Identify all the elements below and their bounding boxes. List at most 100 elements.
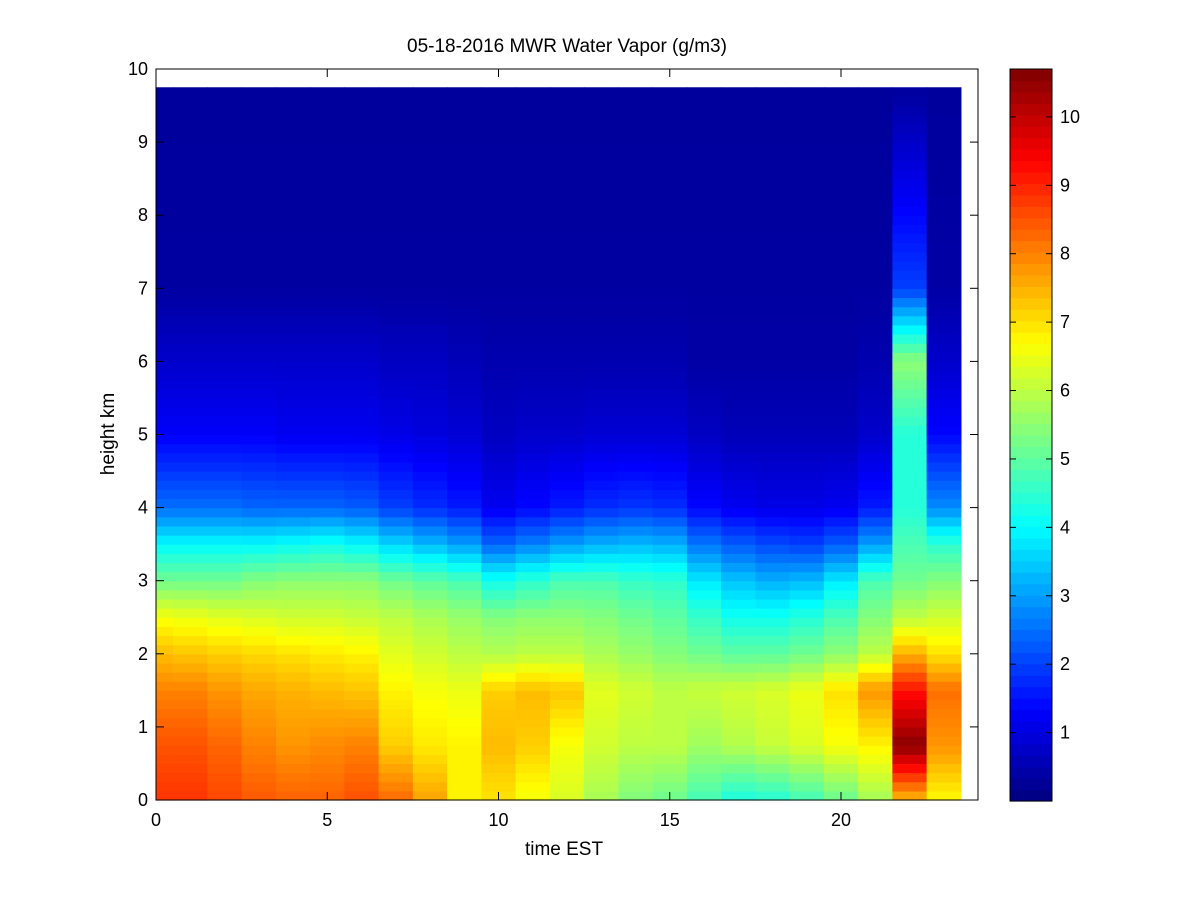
heatmap-cell (275, 407, 311, 417)
heatmap-cell (378, 754, 414, 765)
heatmap-cell (823, 672, 859, 682)
heatmap-cell (378, 662, 414, 673)
heatmap-cell (549, 589, 585, 600)
heatmap-cell (207, 507, 243, 518)
heatmap-cell (156, 187, 174, 198)
heatmap-cell (241, 516, 277, 527)
heatmap-cell (310, 617, 345, 627)
heatmap-cell (241, 635, 277, 646)
heatmap-cell (926, 717, 962, 728)
heatmap-cell (275, 571, 311, 582)
heatmap-cell (721, 562, 756, 573)
y-tick-label: 1 (138, 717, 148, 737)
heatmap-cell (721, 379, 756, 390)
heatmap-cell (618, 370, 654, 381)
heatmap-cell (447, 224, 482, 235)
heatmap-cell (173, 672, 208, 682)
heatmap-cell (584, 178, 619, 189)
heatmap-cell (789, 416, 825, 426)
heatmap-cell (618, 169, 654, 180)
heatmap-cell (481, 525, 517, 536)
heatmap-cell (652, 196, 688, 207)
heatmap-cell (378, 471, 414, 481)
heatmap-cell (858, 251, 893, 262)
heatmap-cell (721, 242, 756, 253)
heatmap-cell (173, 708, 208, 719)
heatmap-cell (858, 397, 893, 408)
colorbar-step (1010, 80, 1052, 93)
heatmap-cell (755, 343, 791, 353)
heatmap-cell (789, 288, 825, 299)
heatmap-cell (412, 553, 448, 564)
heatmap-cell (241, 754, 277, 765)
colorbar-step (1010, 732, 1052, 745)
heatmap-cell (892, 571, 928, 582)
heatmap-cell (721, 224, 756, 235)
heatmap-cell (584, 270, 619, 280)
heatmap-cell (275, 525, 311, 536)
heatmap-cell (241, 589, 277, 600)
heatmap-cell (207, 690, 243, 701)
heatmap-cell (721, 480, 756, 490)
heatmap-cell (515, 352, 551, 362)
heatmap-cell (207, 425, 243, 436)
heatmap-cell (652, 270, 688, 280)
heatmap-cell (344, 187, 380, 198)
heatmap-cell (447, 544, 482, 554)
heatmap-cell (241, 270, 277, 280)
heatmap-cell (481, 324, 517, 335)
heatmap-cell (344, 699, 380, 710)
heatmap-cell (207, 251, 243, 262)
heatmap-cell (721, 644, 756, 655)
heatmap-cell (549, 653, 585, 664)
heatmap-cell (823, 553, 859, 564)
heatmap-cell (173, 754, 208, 765)
heatmap-cell (481, 699, 517, 710)
heatmap-cell (378, 498, 414, 509)
heatmap-cell (481, 443, 517, 454)
heatmap-cell (652, 105, 688, 116)
heatmap-cell (618, 288, 654, 299)
heatmap-cell (789, 681, 825, 691)
heatmap-cell (173, 306, 208, 317)
heatmap-cell (481, 196, 517, 207)
heatmap-cell (789, 672, 825, 682)
heatmap-cell (481, 270, 517, 280)
heatmap-cell (789, 535, 825, 545)
heatmap-cell (515, 717, 551, 728)
heatmap-cell (926, 123, 962, 134)
heatmap-cell (789, 754, 825, 765)
heatmap-cell (207, 233, 243, 244)
heatmap-cell (721, 544, 756, 554)
heatmap-cell (207, 571, 243, 582)
heatmap-cell (481, 87, 517, 98)
heatmap-cell (549, 699, 585, 710)
heatmap-cell (310, 461, 345, 472)
heatmap-cell (310, 251, 345, 262)
heatmap-cell (584, 443, 619, 454)
heatmap-cell (652, 708, 688, 719)
heatmap-cell (515, 480, 551, 490)
heatmap-cell (926, 662, 962, 673)
heatmap-cell (207, 699, 243, 710)
heatmap-cell (721, 187, 756, 198)
heatmap-cell (549, 571, 585, 582)
heatmap-cell (447, 142, 482, 152)
heatmap-cell (481, 315, 517, 326)
heatmap-cell (241, 315, 277, 326)
heatmap-cell (515, 233, 551, 244)
heatmap-cell (156, 544, 174, 554)
heatmap-cell (789, 443, 825, 454)
heatmap-cell (549, 781, 585, 792)
heatmap-cell (207, 324, 243, 335)
heatmap-cell (858, 306, 893, 317)
heatmap-cell (618, 571, 654, 582)
heatmap-cell (412, 96, 448, 107)
heatmap-cell (310, 297, 345, 308)
heatmap-cell (926, 370, 962, 381)
heatmap-cell (173, 471, 208, 481)
y-tick-label: 5 (138, 425, 148, 445)
heatmap-cell (412, 471, 448, 481)
heatmap-cell (241, 416, 277, 426)
heatmap-cell (275, 315, 311, 326)
